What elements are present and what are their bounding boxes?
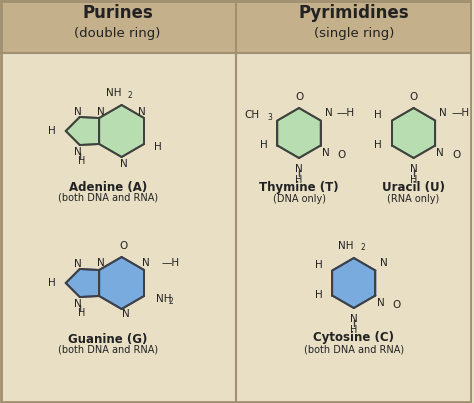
Text: N: N	[120, 159, 128, 169]
Text: Uracil (U): Uracil (U)	[382, 181, 445, 195]
Text: N: N	[122, 309, 129, 319]
Text: H: H	[48, 278, 56, 288]
Polygon shape	[66, 269, 99, 297]
Bar	[0, 0, 236, 53]
Text: N: N	[376, 297, 384, 307]
Text: 2: 2	[127, 91, 132, 100]
Text: N: N	[322, 147, 329, 158]
Text: N: N	[74, 299, 82, 309]
Text: N: N	[436, 147, 444, 158]
Text: Thymine (T): Thymine (T)	[259, 181, 339, 195]
Text: H: H	[374, 141, 382, 150]
Bar	[236, 0, 473, 53]
Polygon shape	[332, 258, 375, 308]
Text: (DNA only): (DNA only)	[273, 194, 326, 204]
Text: H: H	[260, 141, 267, 150]
Text: Pyrimidines: Pyrimidines	[299, 4, 409, 22]
Text: O: O	[452, 150, 460, 160]
Text: N: N	[142, 258, 150, 268]
Text: —H: —H	[162, 258, 180, 268]
Text: N: N	[138, 107, 146, 117]
Text: Cytosine (C): Cytosine (C)	[313, 332, 394, 345]
Text: Guanine (G): Guanine (G)	[68, 332, 147, 345]
Text: O: O	[410, 92, 418, 102]
Text: (single ring): (single ring)	[314, 27, 394, 39]
Text: H: H	[315, 260, 322, 270]
Text: O: O	[392, 301, 401, 310]
Text: Adenine (A): Adenine (A)	[69, 181, 147, 193]
Polygon shape	[277, 108, 320, 158]
Text: H: H	[410, 175, 417, 185]
Text: N: N	[325, 108, 332, 118]
Text: N: N	[97, 107, 105, 117]
Text: N: N	[439, 108, 447, 118]
Text: H: H	[350, 325, 357, 335]
Text: H: H	[374, 110, 382, 120]
Text: N: N	[97, 258, 105, 268]
Text: (both DNA and RNA): (both DNA and RNA)	[57, 345, 158, 355]
Text: —H: —H	[451, 108, 469, 118]
Text: H: H	[295, 175, 303, 185]
Text: O: O	[295, 92, 303, 102]
Text: (both DNA and RNA): (both DNA and RNA)	[57, 193, 158, 203]
Text: NH: NH	[156, 294, 172, 304]
Polygon shape	[66, 117, 99, 145]
Text: N: N	[74, 147, 82, 157]
Text: 2: 2	[360, 243, 365, 253]
Text: 3: 3	[267, 113, 272, 122]
Text: O: O	[337, 150, 346, 160]
Text: Purines: Purines	[82, 4, 153, 22]
Text: H: H	[48, 126, 56, 136]
Text: CH: CH	[245, 110, 259, 120]
Text: NH: NH	[338, 241, 354, 251]
Text: O: O	[119, 241, 128, 251]
Text: N: N	[74, 107, 82, 117]
Text: H: H	[78, 156, 85, 166]
Text: N: N	[350, 314, 358, 324]
Text: N: N	[380, 258, 388, 268]
Text: H: H	[78, 308, 85, 318]
Text: H: H	[154, 142, 162, 152]
Text: N: N	[74, 259, 82, 269]
Text: H: H	[315, 291, 322, 301]
Text: (double ring): (double ring)	[74, 27, 161, 39]
Polygon shape	[99, 257, 144, 309]
Text: 2: 2	[169, 297, 173, 305]
Text: (both DNA and RNA): (both DNA and RNA)	[304, 344, 404, 354]
Polygon shape	[99, 105, 144, 157]
Polygon shape	[392, 108, 435, 158]
Text: —H: —H	[337, 108, 355, 118]
Text: (RNA only): (RNA only)	[387, 194, 440, 204]
Text: N: N	[410, 164, 418, 174]
Text: NH: NH	[106, 88, 122, 98]
Text: N: N	[295, 164, 303, 174]
